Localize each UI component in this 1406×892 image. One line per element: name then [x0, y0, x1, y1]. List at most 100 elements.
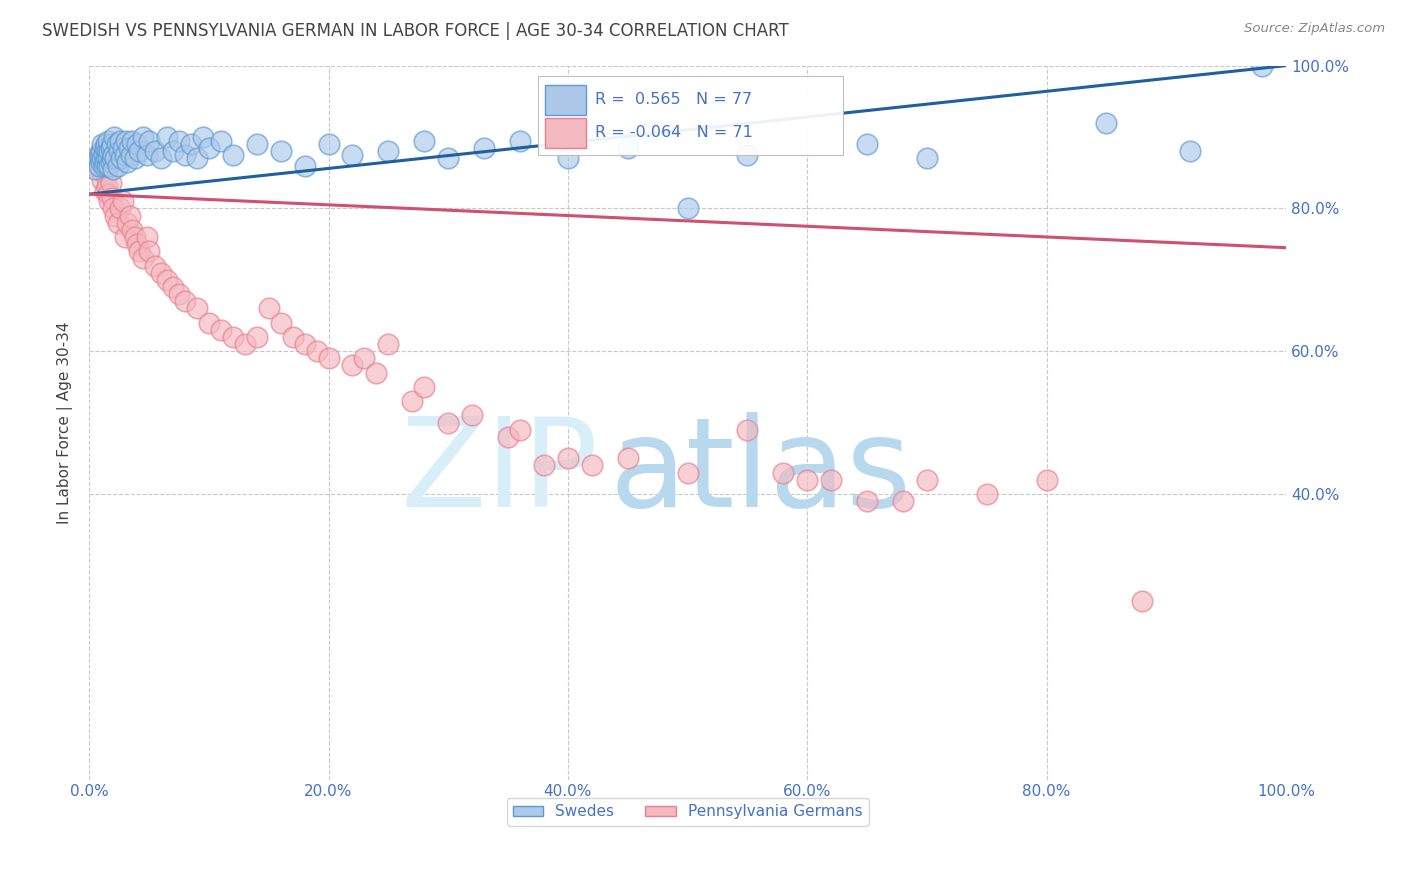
Point [100, 155, 122, 169]
Point [186, 301, 208, 316]
Point [117, 155, 139, 169]
Point [84, 159, 107, 173]
Point [124, 230, 146, 244]
Point [110, 134, 132, 148]
Point [118, 209, 141, 223]
Point [87, 159, 110, 173]
Point [180, 137, 202, 152]
Point [401, 394, 423, 409]
Point [294, 159, 316, 173]
Point [117, 141, 139, 155]
Point [496, 430, 519, 444]
Point [186, 152, 208, 166]
Point [413, 134, 436, 148]
Point [86, 148, 108, 162]
Point [156, 130, 179, 145]
Point [93, 159, 115, 173]
Point [342, 359, 364, 373]
Point [233, 337, 256, 351]
Point [461, 409, 484, 423]
FancyBboxPatch shape [546, 85, 586, 115]
Point [820, 473, 842, 487]
Point [100, 141, 122, 155]
Point [209, 323, 232, 337]
Point [737, 148, 759, 162]
Point [121, 223, 143, 237]
Point [94, 137, 117, 152]
Point [1180, 145, 1202, 159]
FancyBboxPatch shape [546, 118, 586, 148]
Point [101, 148, 124, 162]
Point [162, 145, 184, 159]
Point [91, 152, 114, 166]
Point [94, 169, 117, 184]
Point [198, 316, 221, 330]
Point [1095, 116, 1118, 130]
Point [105, 137, 128, 152]
Point [1251, 59, 1274, 73]
Point [135, 148, 157, 162]
Point [246, 137, 269, 152]
Point [111, 194, 134, 209]
Point [167, 134, 190, 148]
Point [111, 141, 134, 155]
Point [149, 152, 172, 166]
Text: R =  0.565   N = 77: R = 0.565 N = 77 [595, 93, 752, 107]
Point [114, 230, 136, 244]
Point [856, 137, 879, 152]
Point [509, 134, 531, 148]
Point [437, 152, 460, 166]
Point [270, 316, 292, 330]
Text: R = -0.064   N = 71: R = -0.064 N = 71 [595, 125, 754, 140]
Point [101, 152, 124, 166]
Point [198, 141, 221, 155]
Point [366, 366, 388, 380]
Point [557, 451, 579, 466]
Point [96, 145, 118, 159]
Point [125, 137, 148, 152]
Point [96, 159, 118, 173]
Text: SWEDISH VS PENNSYLVANIA GERMAN IN LABOR FORCE | AGE 30-34 CORRELATION CHART: SWEDISH VS PENNSYLVANIA GERMAN IN LABOR … [42, 22, 789, 40]
Point [377, 337, 399, 351]
Point [294, 337, 316, 351]
Point [616, 141, 638, 155]
Point [1130, 594, 1153, 608]
Point [796, 473, 818, 487]
Point [94, 152, 117, 166]
Point [533, 458, 555, 473]
Point [318, 137, 340, 152]
Text: ZIP: ZIP [399, 412, 598, 533]
Point [174, 294, 197, 309]
Point [143, 259, 166, 273]
Point [124, 152, 146, 166]
Point [100, 177, 122, 191]
Point [98, 194, 121, 209]
Point [104, 209, 127, 223]
Point [117, 216, 139, 230]
Point [676, 202, 699, 216]
Point [98, 159, 121, 173]
Point [93, 152, 115, 166]
Point [89, 148, 111, 162]
Point [305, 344, 328, 359]
Point [281, 330, 304, 344]
Point [616, 451, 638, 466]
Point [257, 301, 280, 316]
Point [97, 152, 120, 166]
Point [557, 152, 579, 166]
Point [101, 202, 124, 216]
Point [437, 416, 460, 430]
Point [93, 155, 115, 169]
Point [101, 137, 124, 152]
Point [222, 330, 245, 344]
Y-axis label: In Labor Force | Age 30-34: In Labor Force | Age 30-34 [58, 321, 73, 524]
Point [108, 145, 131, 159]
Point [509, 423, 531, 437]
Point [353, 351, 375, 366]
Point [135, 230, 157, 244]
Point [110, 202, 132, 216]
Point [270, 145, 292, 159]
Text: Source: ZipAtlas.com: Source: ZipAtlas.com [1244, 22, 1385, 36]
Point [191, 130, 214, 145]
Point [96, 180, 118, 194]
